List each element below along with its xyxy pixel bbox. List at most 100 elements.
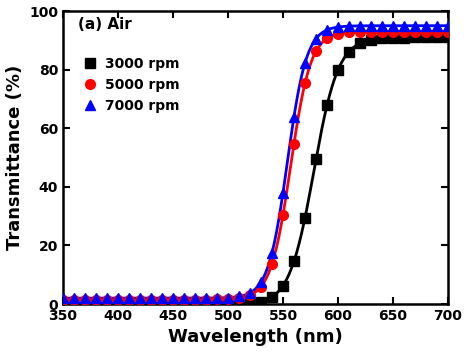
7000 rpm: [115, 296, 121, 300]
3000 rpm: [247, 302, 253, 306]
3000 rpm: [170, 303, 176, 308]
7000 rpm: [434, 24, 440, 28]
5000 rpm: [170, 297, 176, 302]
7000 rpm: [181, 296, 187, 300]
7000 rpm: [280, 191, 286, 195]
7000 rpm: [170, 296, 176, 300]
3000 rpm: [258, 300, 264, 304]
7000 rpm: [258, 280, 264, 284]
3000 rpm: [368, 38, 374, 42]
7000 rpm: [192, 296, 198, 300]
7000 rpm: [137, 296, 143, 300]
3000 rpm: [390, 36, 396, 40]
7000 rpm: [291, 115, 297, 119]
7000 rpm: [401, 24, 407, 28]
7000 rpm: [335, 25, 341, 29]
7000 rpm: [214, 296, 220, 300]
3000 rpm: [60, 303, 66, 308]
X-axis label: Wavelength (nm): Wavelength (nm): [168, 328, 343, 346]
3000 rpm: [379, 36, 385, 40]
3000 rpm: [236, 303, 242, 307]
7000 rpm: [225, 296, 231, 300]
3000 rpm: [214, 303, 220, 308]
5000 rpm: [258, 284, 264, 289]
Line: 3000 rpm: 3000 rpm: [58, 33, 453, 310]
7000 rpm: [379, 24, 385, 28]
7000 rpm: [82, 296, 88, 300]
3000 rpm: [192, 303, 198, 308]
3000 rpm: [82, 303, 88, 308]
3000 rpm: [71, 303, 77, 308]
5000 rpm: [346, 30, 352, 34]
5000 rpm: [247, 293, 253, 297]
5000 rpm: [368, 30, 374, 34]
7000 rpm: [148, 296, 154, 300]
7000 rpm: [357, 24, 363, 28]
Y-axis label: Transmittance (%): Transmittance (%): [6, 65, 23, 250]
Line: 7000 rpm: 7000 rpm: [58, 21, 453, 303]
7000 rpm: [126, 296, 132, 300]
7000 rpm: [346, 24, 352, 28]
3000 rpm: [324, 103, 330, 107]
3000 rpm: [401, 36, 407, 40]
5000 rpm: [236, 296, 242, 300]
5000 rpm: [269, 262, 275, 266]
5000 rpm: [181, 297, 187, 302]
5000 rpm: [137, 297, 143, 302]
5000 rpm: [412, 30, 418, 34]
5000 rpm: [214, 297, 220, 302]
7000 rpm: [71, 296, 77, 300]
3000 rpm: [357, 41, 363, 45]
Line: 5000 rpm: 5000 rpm: [58, 27, 453, 304]
3000 rpm: [269, 295, 275, 299]
7000 rpm: [203, 296, 209, 300]
5000 rpm: [302, 81, 308, 86]
5000 rpm: [159, 297, 165, 302]
Legend: 3000 rpm, 5000 rpm, 7000 rpm: 3000 rpm, 5000 rpm, 7000 rpm: [78, 53, 184, 117]
7000 rpm: [368, 24, 374, 28]
5000 rpm: [335, 32, 341, 36]
3000 rpm: [159, 303, 165, 308]
7000 rpm: [423, 24, 429, 28]
3000 rpm: [225, 303, 231, 307]
5000 rpm: [291, 142, 297, 146]
7000 rpm: [247, 291, 253, 295]
5000 rpm: [423, 30, 429, 34]
3000 rpm: [434, 35, 440, 39]
5000 rpm: [126, 297, 132, 302]
3000 rpm: [203, 303, 209, 308]
3000 rpm: [137, 303, 143, 308]
5000 rpm: [390, 30, 396, 34]
3000 rpm: [291, 259, 297, 263]
3000 rpm: [335, 68, 341, 72]
3000 rpm: [93, 303, 99, 308]
5000 rpm: [115, 297, 121, 302]
5000 rpm: [225, 297, 231, 301]
7000 rpm: [445, 24, 451, 28]
7000 rpm: [390, 24, 396, 28]
3000 rpm: [412, 36, 418, 40]
5000 rpm: [203, 297, 209, 302]
5000 rpm: [401, 30, 407, 34]
3000 rpm: [423, 35, 429, 39]
5000 rpm: [434, 30, 440, 34]
3000 rpm: [313, 157, 319, 162]
Text: (a) Air: (a) Air: [78, 17, 132, 32]
5000 rpm: [82, 297, 88, 302]
5000 rpm: [71, 297, 77, 302]
3000 rpm: [104, 303, 110, 308]
7000 rpm: [324, 28, 330, 32]
3000 rpm: [445, 35, 451, 39]
7000 rpm: [302, 61, 308, 65]
5000 rpm: [104, 297, 110, 302]
5000 rpm: [379, 30, 385, 34]
3000 rpm: [115, 303, 121, 308]
5000 rpm: [313, 49, 319, 54]
5000 rpm: [280, 213, 286, 217]
7000 rpm: [313, 37, 319, 41]
5000 rpm: [445, 30, 451, 34]
3000 rpm: [346, 50, 352, 54]
5000 rpm: [93, 297, 99, 302]
7000 rpm: [236, 294, 242, 298]
7000 rpm: [159, 296, 165, 300]
